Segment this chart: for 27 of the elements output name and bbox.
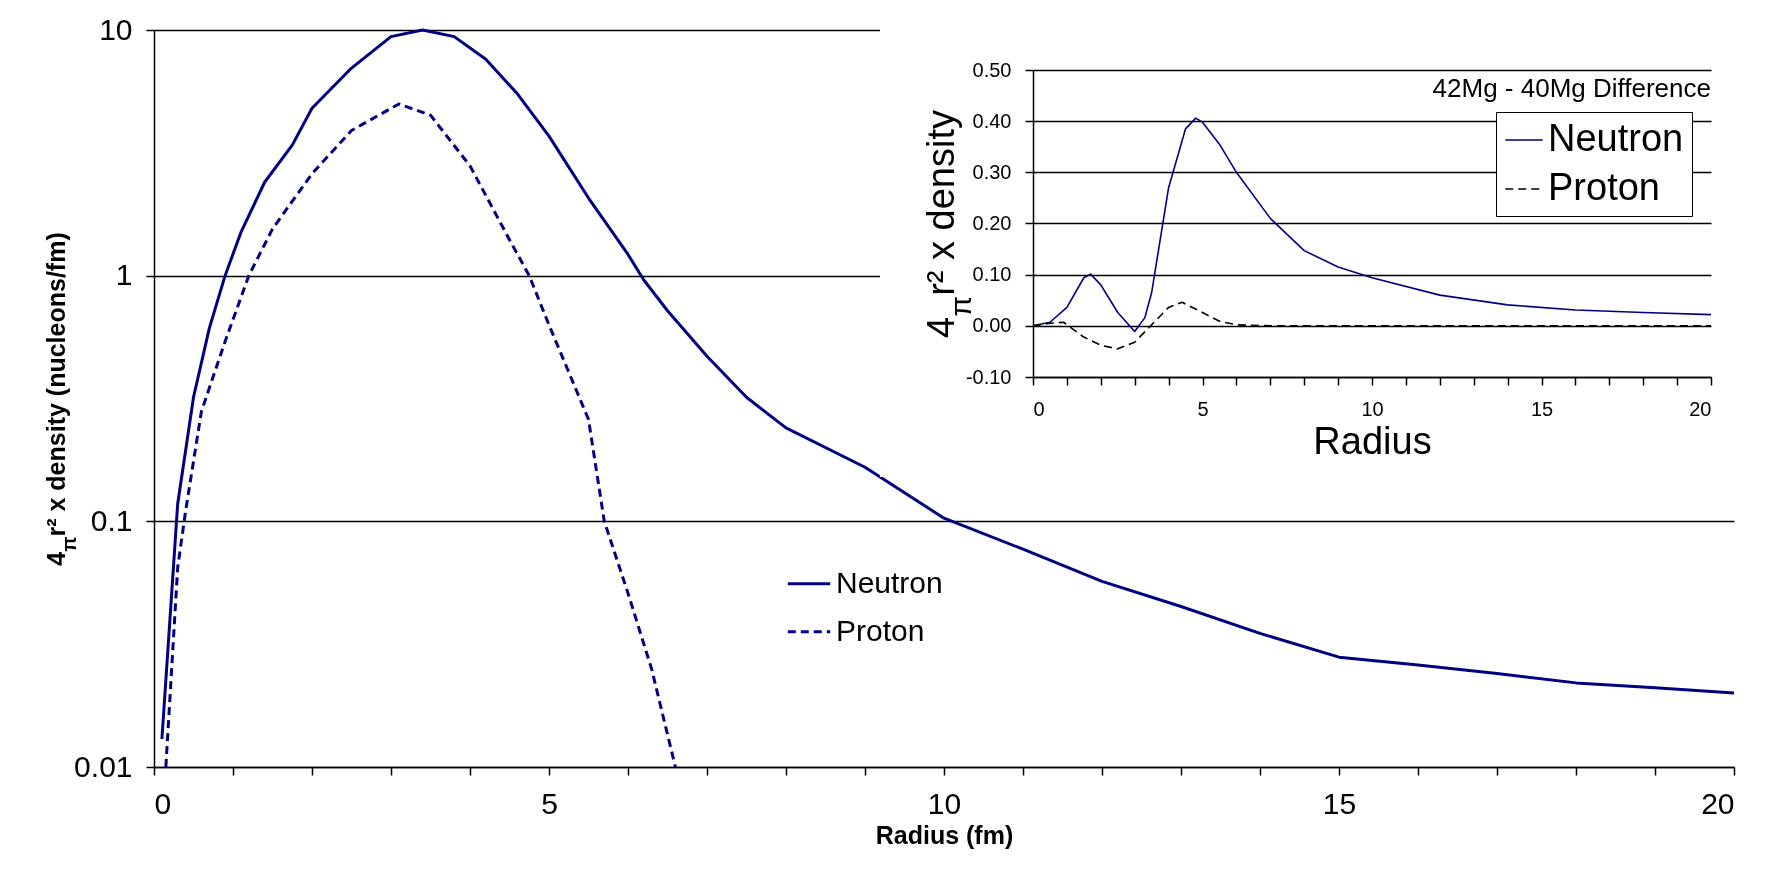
- x-axis-title: Radius: [1313, 419, 1432, 462]
- y-tick-label: -0.10: [965, 365, 1012, 388]
- y-tick-label: 0.20: [972, 212, 1012, 234]
- x-tick-label: 15: [1322, 786, 1357, 820]
- legend-label: Neutron: [1548, 117, 1684, 159]
- x-tick-label: 0: [154, 786, 172, 820]
- chart-title: 42Mg - 40Mg Difference: [1432, 73, 1711, 103]
- x-tick-label: 10: [927, 786, 962, 820]
- legend-label: Proton: [1548, 166, 1660, 208]
- y-tick-label: 0.1: [90, 503, 133, 537]
- y-tick-label: 0.01: [74, 749, 133, 783]
- legend-label: Neutron: [836, 565, 943, 599]
- x-tick-label: 15: [1530, 397, 1554, 420]
- x-tick-label: 20: [1689, 397, 1712, 420]
- x-tick-label: 0: [1033, 397, 1045, 420]
- y-tick-label: 0.50: [972, 58, 1012, 81]
- y-tick-label: 1: [115, 258, 133, 292]
- x-axis-title: Radius (fm): [875, 820, 1014, 849]
- y-tick-label: 10: [99, 12, 133, 46]
- x-tick-label: 10: [1361, 397, 1384, 420]
- y-tick-label: 0.10: [972, 263, 1012, 286]
- y-tick-label: 0.40: [972, 109, 1012, 132]
- x-tick-label: 5: [1197, 397, 1209, 420]
- x-tick-label: 5: [541, 786, 558, 820]
- x-tick-label: 20: [1701, 786, 1735, 820]
- y-tick-label: 0.30: [972, 160, 1012, 183]
- legend-label: Proton: [836, 613, 925, 647]
